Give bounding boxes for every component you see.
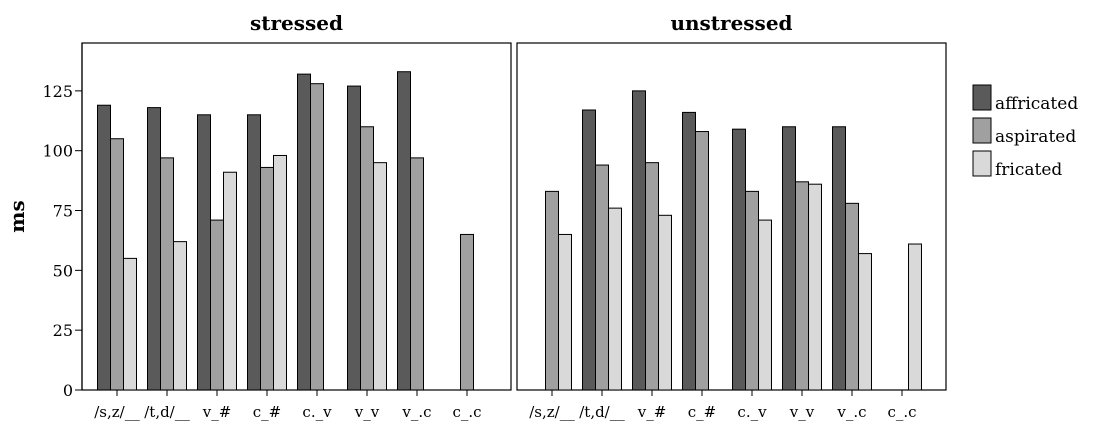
bar-affricated-7 bbox=[397, 71, 411, 391]
bar-affricated-6 bbox=[347, 85, 361, 391]
y-axis: 0 25 50 75 100 125 ms bbox=[5, 43, 83, 400]
bar-fricated-6 bbox=[808, 183, 822, 391]
bar-affricated-7 bbox=[832, 126, 846, 391]
bar-aspirated-6 bbox=[360, 126, 374, 391]
y-tick-label: 25 bbox=[53, 321, 73, 340]
bar-fricated-3 bbox=[223, 171, 237, 391]
bar-aspirated-1 bbox=[110, 138, 124, 391]
y-tick-label: 0 bbox=[63, 381, 73, 400]
bar-aspirated-7 bbox=[410, 157, 424, 391]
y-tick-label: 125 bbox=[42, 82, 73, 101]
x-tick-label: v_# bbox=[637, 403, 667, 421]
bar-fricated-7 bbox=[858, 253, 872, 391]
bar-aspirated-3 bbox=[645, 162, 659, 391]
x-tick-label: v_.c bbox=[401, 403, 431, 421]
legend-label-fricated: fricated bbox=[995, 160, 1062, 180]
bar-aspirated-8 bbox=[460, 233, 474, 391]
bar-fricated-2 bbox=[608, 207, 622, 391]
legend-label-aspirated: aspirated bbox=[995, 127, 1076, 147]
bar-affricated-1 bbox=[97, 104, 111, 391]
x-tick-label: /s,z/__ bbox=[94, 403, 140, 421]
x-tick-label: /t,d/__ bbox=[579, 403, 625, 421]
legend-swatch-aspirated bbox=[972, 117, 992, 144]
x-tick-label: c_.c bbox=[452, 403, 481, 421]
bar-affricated-6 bbox=[782, 126, 796, 391]
bar-affricated-5 bbox=[297, 73, 311, 391]
x-tick-label: v_.c bbox=[836, 403, 866, 421]
x-tick-label: c_.c bbox=[887, 403, 916, 421]
bar-aspirated-6 bbox=[795, 181, 809, 391]
bar-aspirated-4 bbox=[695, 131, 709, 391]
bar-aspirated-5 bbox=[310, 83, 324, 391]
x-tick-label: c._v bbox=[737, 403, 767, 421]
bar-fricated-4 bbox=[273, 154, 287, 391]
y-tick-label: 50 bbox=[53, 261, 73, 280]
bar-affricated-5 bbox=[732, 128, 746, 391]
x-tick-label: c._v bbox=[302, 403, 332, 421]
chart-panels: stressed/s,z/__/t,d/__ v_# c_# c._v v_v v_.c c… bbox=[81, 11, 947, 421]
bar-aspirated-2 bbox=[160, 157, 174, 391]
x-tick-label: v_v bbox=[354, 403, 380, 421]
bar-affricated-4 bbox=[682, 111, 696, 391]
panel-stressed: stressed/s,z/__/t,d/__ v_# c_# c._v v_v v_.c c… bbox=[81, 11, 512, 421]
bar-aspirated-3 bbox=[210, 219, 224, 391]
bar-aspirated-1 bbox=[545, 190, 559, 391]
x-tick-label: v_# bbox=[202, 403, 232, 421]
legend: affricated aspirated fricated bbox=[972, 84, 1078, 180]
bar-fricated-1 bbox=[558, 233, 572, 391]
y-axis-label: ms bbox=[5, 200, 29, 232]
legend-swatch-fricated bbox=[972, 150, 992, 177]
x-tick-label: /s,z/__ bbox=[529, 403, 575, 421]
bar-fricated-1 bbox=[123, 257, 137, 391]
panel-title: unstressed bbox=[670, 11, 792, 35]
bar-fricated-2 bbox=[173, 241, 187, 391]
bar-fricated-5 bbox=[758, 219, 772, 391]
bar-affricated-3 bbox=[197, 114, 211, 391]
bar-fricated-6 bbox=[373, 162, 387, 391]
panel-title: stressed bbox=[250, 11, 343, 35]
panel-frame bbox=[516, 42, 947, 391]
x-tick-label: v_v bbox=[789, 403, 815, 421]
y-tick-label: 100 bbox=[42, 142, 73, 161]
y-tick-label: 75 bbox=[53, 202, 73, 221]
bar-fricated-3 bbox=[658, 214, 672, 391]
legend-label-affricated: affricated bbox=[995, 94, 1078, 114]
bar-affricated-2 bbox=[582, 109, 596, 391]
bar-affricated-3 bbox=[632, 90, 646, 391]
x-tick-label: /t,d/__ bbox=[144, 403, 190, 421]
panel-frame bbox=[81, 42, 512, 391]
bar-aspirated-5 bbox=[745, 190, 759, 391]
legend-swatch-affricated bbox=[972, 84, 992, 111]
bar-fricated-8 bbox=[908, 243, 922, 391]
panel-unstressed: unstressed/s,z/__/t,d/__ v_# c_# c._v v_v v_.… bbox=[516, 11, 947, 421]
x-tick-label: c_# bbox=[688, 403, 716, 421]
bar-affricated-2 bbox=[147, 107, 161, 391]
bar-affricated-4 bbox=[247, 114, 261, 391]
x-tick-label: c_# bbox=[253, 403, 281, 421]
bar-aspirated-2 bbox=[595, 164, 609, 391]
bar-aspirated-4 bbox=[260, 166, 274, 391]
bar-aspirated-7 bbox=[845, 202, 859, 391]
